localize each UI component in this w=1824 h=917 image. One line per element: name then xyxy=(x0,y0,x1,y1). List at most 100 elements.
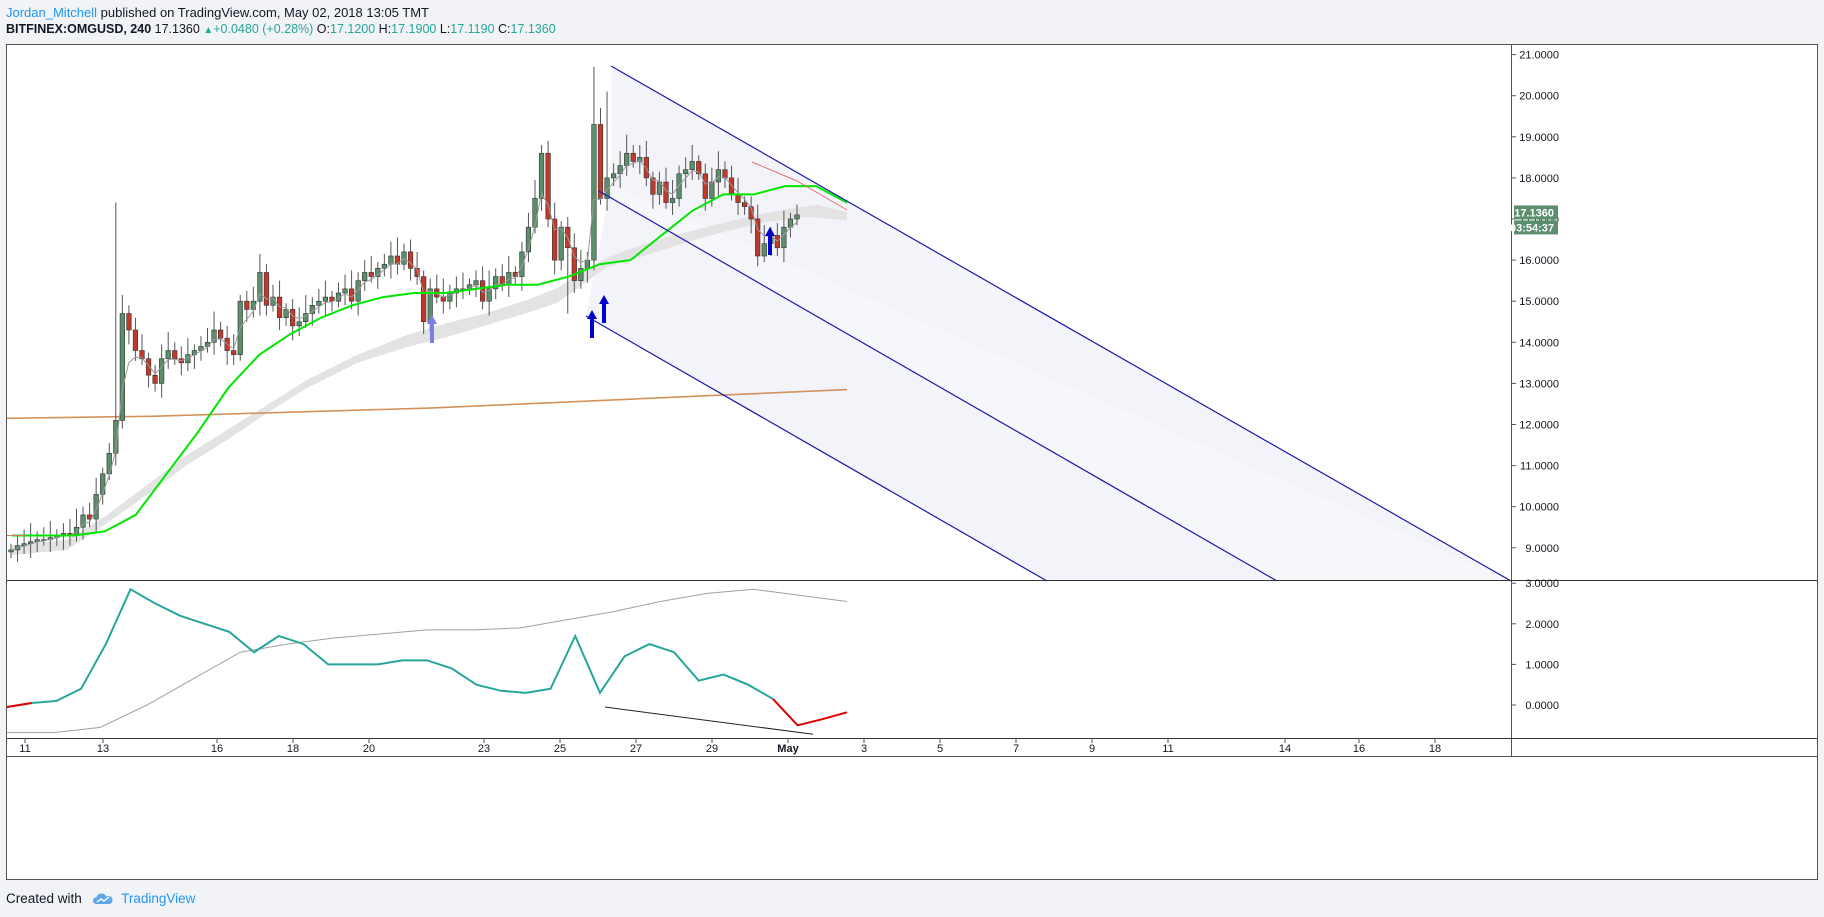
chart-svg[interactable]: 9.0000 10.0000 11.0000 12.0000 13.0000 14.000… xyxy=(7,45,1817,879)
time-tick-label: 14 xyxy=(1279,743,1291,755)
osc-tick-label: 2.0000 xyxy=(1525,619,1559,631)
candle-bull xyxy=(80,514,86,528)
candle-bear xyxy=(145,358,152,376)
candles-group xyxy=(8,66,800,563)
time-tick-label: 9 xyxy=(1089,743,1095,755)
open-value: 17.1200 xyxy=(330,22,376,36)
candle-bull xyxy=(296,321,302,327)
time-tick-label: 16 xyxy=(211,743,223,755)
candle-bull xyxy=(93,494,99,520)
candle-bear xyxy=(630,152,636,162)
time-tick-label: 25 xyxy=(554,743,566,755)
candle-bear xyxy=(696,161,702,175)
candle-bull xyxy=(8,549,14,553)
time-tick-label: 11 xyxy=(1162,743,1173,755)
osc-tick-label: 1.0000 xyxy=(1525,659,1559,671)
candle-bull xyxy=(558,226,564,261)
arrow-shaft xyxy=(768,235,772,255)
candle-bull xyxy=(669,198,676,203)
last-price-tag xyxy=(1514,205,1558,220)
osc-tick-label: 3.0000 xyxy=(1525,578,1559,590)
candle-bull xyxy=(656,181,663,195)
candle-bear xyxy=(407,251,414,269)
symbol-legend: BITFINEX:OMGUSD, 240 17.1360 ▲+0.0480 (+… xyxy=(6,21,556,39)
candle-bull xyxy=(335,292,342,302)
low-value: 17.1190 xyxy=(450,22,495,36)
candle-bull xyxy=(519,251,525,277)
price-tick-label: 20.0000 xyxy=(1519,91,1559,103)
arrow-up-icon xyxy=(599,295,609,323)
osc-tick-label: 0.0000 xyxy=(1525,700,1559,712)
candle-bull xyxy=(683,169,689,175)
candle-bear xyxy=(597,124,604,199)
close-value: 17.1360 xyxy=(510,22,556,36)
chart-container[interactable]: 9.0000 10.0000 11.0000 12.0000 13.0000 14.000… xyxy=(6,44,1818,880)
candle-bear xyxy=(368,272,374,277)
candle-bull xyxy=(493,276,499,290)
price-tick-label: 18.0000 xyxy=(1519,173,1559,185)
created-with-text: Created with xyxy=(6,891,82,906)
candle-bull xyxy=(342,288,348,294)
candle-bear xyxy=(290,309,296,327)
time-tick-label: 5 xyxy=(937,743,943,755)
candle-bull xyxy=(322,296,329,302)
footer: Created with TradingView xyxy=(6,890,195,908)
osc-main-negative-segment xyxy=(772,698,848,727)
candle-bear xyxy=(139,350,145,360)
candle-bear xyxy=(329,296,335,302)
price-tick-label: 10.0000 xyxy=(1519,502,1559,514)
candle-bear xyxy=(728,177,735,195)
pitchfork-median-line xyxy=(598,190,1278,582)
symbol-name[interactable]: BITFINEX:OMGUSD, 240 xyxy=(6,22,152,36)
candle-bull xyxy=(113,420,119,454)
candle-bull xyxy=(538,152,545,199)
candle-bull xyxy=(794,214,800,220)
candle-bear xyxy=(702,173,708,199)
price-tick-label: 15.0000 xyxy=(1519,296,1559,308)
candle-bear xyxy=(414,268,420,277)
candle-bear xyxy=(479,280,486,302)
tradingview-cloud-icon xyxy=(92,893,113,905)
candle-bear xyxy=(152,374,158,384)
osc-signal-line xyxy=(7,588,848,734)
candle-bull xyxy=(159,358,165,384)
time-tick-label: 16 xyxy=(1353,743,1365,755)
tradingview-link[interactable]: TradingView xyxy=(121,891,196,906)
time-tick-label: 18 xyxy=(1429,743,1441,755)
price-tick-label: 11.0000 xyxy=(1520,461,1559,473)
osc-main-start-segment xyxy=(7,701,32,709)
candle-bear xyxy=(722,169,728,179)
candle-bull xyxy=(689,161,695,170)
arrow-shaft xyxy=(430,323,434,343)
candle-bull xyxy=(486,288,492,302)
price-tick-label: 13.0000 xyxy=(1519,378,1559,390)
candle-bull xyxy=(388,255,394,265)
candle-bull xyxy=(624,152,630,166)
arrow-up-icon xyxy=(587,310,597,338)
candle-bear xyxy=(126,313,132,331)
price-tick-label: 12.0000 xyxy=(1519,420,1559,432)
candle-bear xyxy=(244,300,250,310)
fast-ma-line xyxy=(10,160,798,551)
candle-bear xyxy=(218,329,224,339)
candle-bull xyxy=(617,165,623,175)
up-arrow-icon: ▲ xyxy=(203,25,214,36)
candle-bull xyxy=(119,313,125,421)
time-tick-label: 18 xyxy=(287,743,299,755)
candle-bull xyxy=(362,272,368,281)
candle-bear xyxy=(755,218,761,257)
pitchfork-fill xyxy=(586,66,1511,581)
time-tick-label: 20 xyxy=(363,743,375,755)
high-label: H: xyxy=(378,22,392,36)
pitchfork-fill-inner xyxy=(606,185,1511,581)
price-tick-label: 19.0000 xyxy=(1519,132,1559,144)
last-price-tag-label: 17.1360 xyxy=(1514,207,1554,219)
author-link[interactable]: Jordan_Mitchell xyxy=(6,5,98,20)
candle-bull xyxy=(610,173,617,179)
candle-bull xyxy=(257,272,263,302)
arrow-head xyxy=(765,227,775,236)
candle-bull xyxy=(532,198,538,228)
candle-bear xyxy=(545,152,551,220)
candle-bear xyxy=(263,272,270,306)
candle-bull xyxy=(473,280,479,286)
